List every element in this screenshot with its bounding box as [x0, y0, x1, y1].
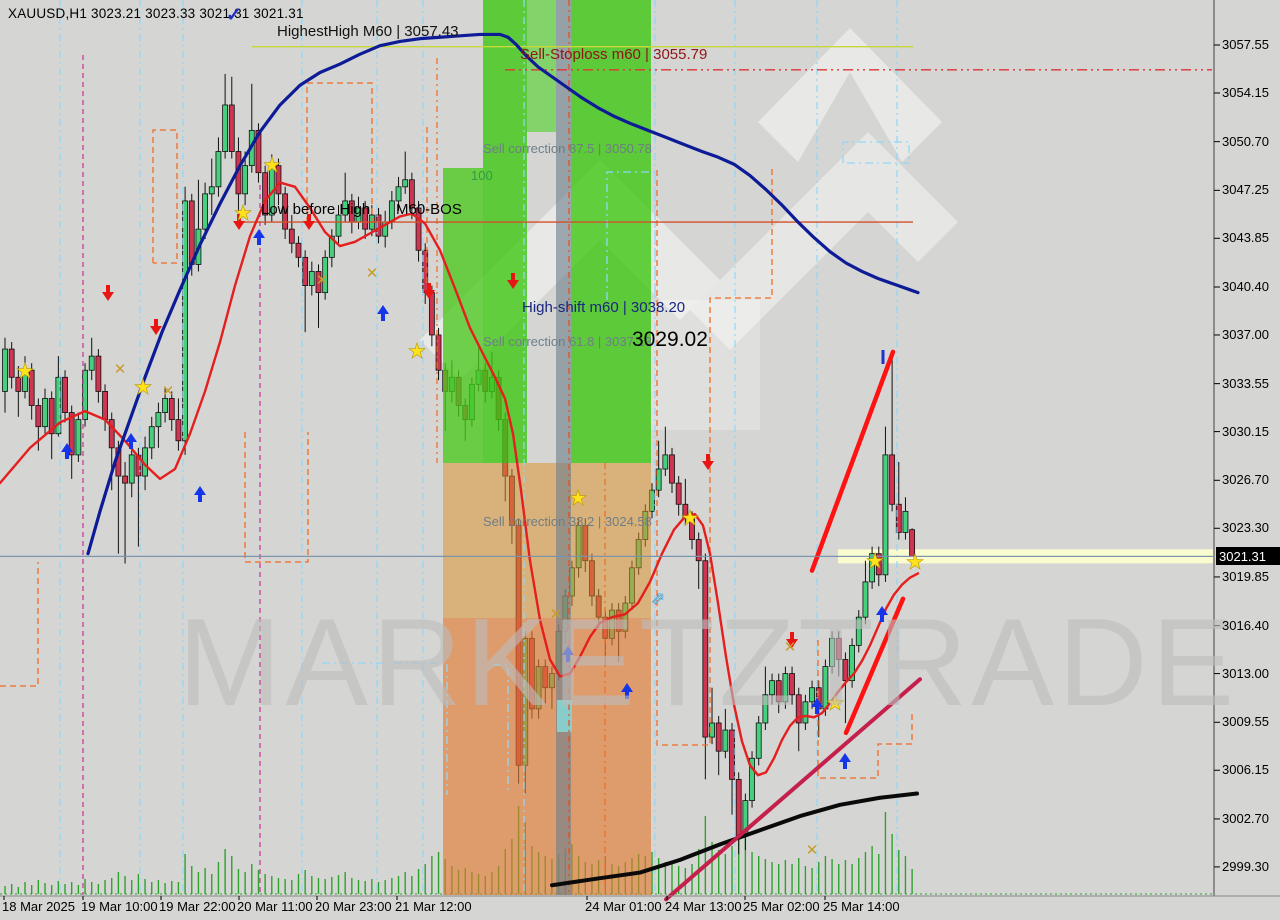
- price-tick-label: 3023.30: [1222, 520, 1269, 536]
- vertical-separators: [59, 0, 898, 895]
- teal-patch: [557, 700, 572, 732]
- low-before-high-label[interactable]: Low before High: [261, 201, 371, 218]
- retracement-100-label[interactable]: 100: [471, 168, 493, 183]
- ma-fast-line: [0, 181, 920, 777]
- fib-zone-green-d: [571, 0, 651, 463]
- time-tick-label: 21 Mar 12:00: [395, 899, 472, 914]
- trend-line-crimson: [664, 677, 922, 902]
- signal-markers: ★ ★ ★ ★ ★ ★ ★ ★ ★ ★ ✕ ✕ ✕ ✕ ✕ ✕ ✕ ⇗: [15, 153, 925, 859]
- price-tick-label: 3006.15: [1222, 762, 1269, 778]
- svg-text:✕: ✕: [316, 271, 329, 289]
- trend-line-crimson: [664, 677, 922, 902]
- price-tick-label: 2999.30: [1222, 858, 1269, 874]
- fib-zone-green-b: [527, 0, 556, 132]
- zigzag-segment-1: [843, 596, 906, 736]
- price-tick-label: 3019.85: [1222, 568, 1269, 584]
- price-tick-label: 3057.55: [1222, 37, 1269, 52]
- fib-zone-green-a: [483, 0, 527, 463]
- svg-text:⇗: ⇗: [651, 589, 665, 609]
- price-tick-label: 3033.55: [1222, 375, 1269, 391]
- fib-zone-green-c: [443, 168, 483, 463]
- price-tick-label: 3037.00: [1222, 326, 1269, 342]
- sell-correction-382-label[interactable]: Sell correction 38.2 | 3024.58: [483, 514, 652, 529]
- ma-slow-line: [86, 32, 920, 556]
- svg-text:★: ★: [826, 691, 845, 715]
- price-tick-label: 3026.70: [1222, 472, 1269, 488]
- axes-frame: [0, 0, 1280, 900]
- svg-text:★: ★: [134, 375, 153, 399]
- fib-zone-orange: [443, 463, 651, 895]
- symbol-ohlc-title: XAUUSD,H1 3023.21 3023.33 3021.31 3021.3…: [8, 6, 304, 21]
- ma-fast-line: [0, 181, 920, 777]
- sell-correction-875-label[interactable]: Sell correction 87.5 | 3050.78: [483, 141, 652, 156]
- svg-text:★: ★: [906, 550, 925, 574]
- time-tick-label: 24 Mar 01:00: [585, 899, 662, 914]
- price-tick-label: 3050.70: [1222, 133, 1269, 149]
- zigzag-segment-1: [843, 596, 906, 736]
- m60-bos-label[interactable]: M60-BOS: [396, 201, 462, 218]
- sell-correction-618-label[interactable]: Sell correction 61.8 | 3037.13: [483, 334, 652, 349]
- session-gray-bar: [556, 0, 571, 895]
- check-arrow-icon: ✓: [226, 5, 242, 26]
- signal-zones: [443, 0, 651, 895]
- time-tick-label: 24 Mar 13:00: [665, 899, 742, 914]
- time-tick-label: 19 Mar 10:00: [81, 899, 158, 914]
- time-tick-label: 20 Mar 11:00: [237, 899, 313, 914]
- price-tick-label: 3047.25: [1222, 182, 1269, 198]
- price-tick-label: 3054.15: [1222, 84, 1269, 100]
- watermark-text-right: TRADE: [798, 594, 1239, 732]
- ma-slow-line: [86, 32, 920, 556]
- svg-text:★: ★: [234, 201, 253, 225]
- svg-text:✕: ✕: [550, 605, 563, 623]
- sell-stoploss-label[interactable]: Sell-Stoploss m60 | 3055.79: [520, 46, 708, 63]
- svg-text:✕: ✕: [784, 638, 797, 656]
- fib-zone-salmon: [443, 618, 651, 895]
- watermark-text-left: MARKETZ: [178, 594, 799, 732]
- svg-text:✕: ✕: [366, 264, 379, 282]
- time-tick-label: 25 Mar 02:00: [743, 899, 820, 914]
- zigzag-segment-0: [809, 349, 896, 573]
- price-tick-label: 3002.70: [1222, 810, 1269, 826]
- zigzag-segment-0: [809, 349, 896, 573]
- price-tick-label: 3043.85: [1222, 230, 1269, 246]
- svg-text:★: ★: [16, 359, 35, 383]
- time-tick-label: 19 Mar 22:00: [159, 899, 236, 914]
- high-shift-label[interactable]: High-shift m60 | 3038.20: [522, 299, 686, 316]
- svg-text:✕: ✕: [114, 360, 127, 378]
- price-tick-label: 3009.55: [1222, 714, 1269, 730]
- svg-text:★: ★: [263, 153, 282, 177]
- price-tick-label: 3040.40: [1222, 278, 1269, 294]
- svg-text:★: ★: [569, 486, 588, 510]
- price-callout-label[interactable]: 3029.02: [632, 328, 708, 351]
- indicator-dashed-shapes: [0, 82, 913, 795]
- highest-high-label[interactable]: HighestHigh M60 | 3057.43: [277, 23, 459, 40]
- price-tick-label: 3013.00: [1222, 665, 1269, 681]
- svg-text:★: ★: [681, 506, 700, 530]
- time-tick-label: 25 Mar 14:00: [823, 899, 900, 914]
- time-tick-label: 20 Mar 23:00: [315, 899, 392, 914]
- svg-text:✕: ✕: [806, 841, 819, 859]
- price-tick-label: 3030.15: [1222, 423, 1269, 439]
- svg-text:✕: ✕: [162, 382, 175, 400]
- price-tick-label: 3016.40: [1222, 617, 1269, 633]
- svg-text:★: ★: [866, 549, 885, 573]
- svg-text:★: ★: [408, 339, 427, 363]
- current-price-badge: 3021.31: [1216, 547, 1280, 566]
- time-tick-label: 18 Mar 2025: [2, 899, 75, 914]
